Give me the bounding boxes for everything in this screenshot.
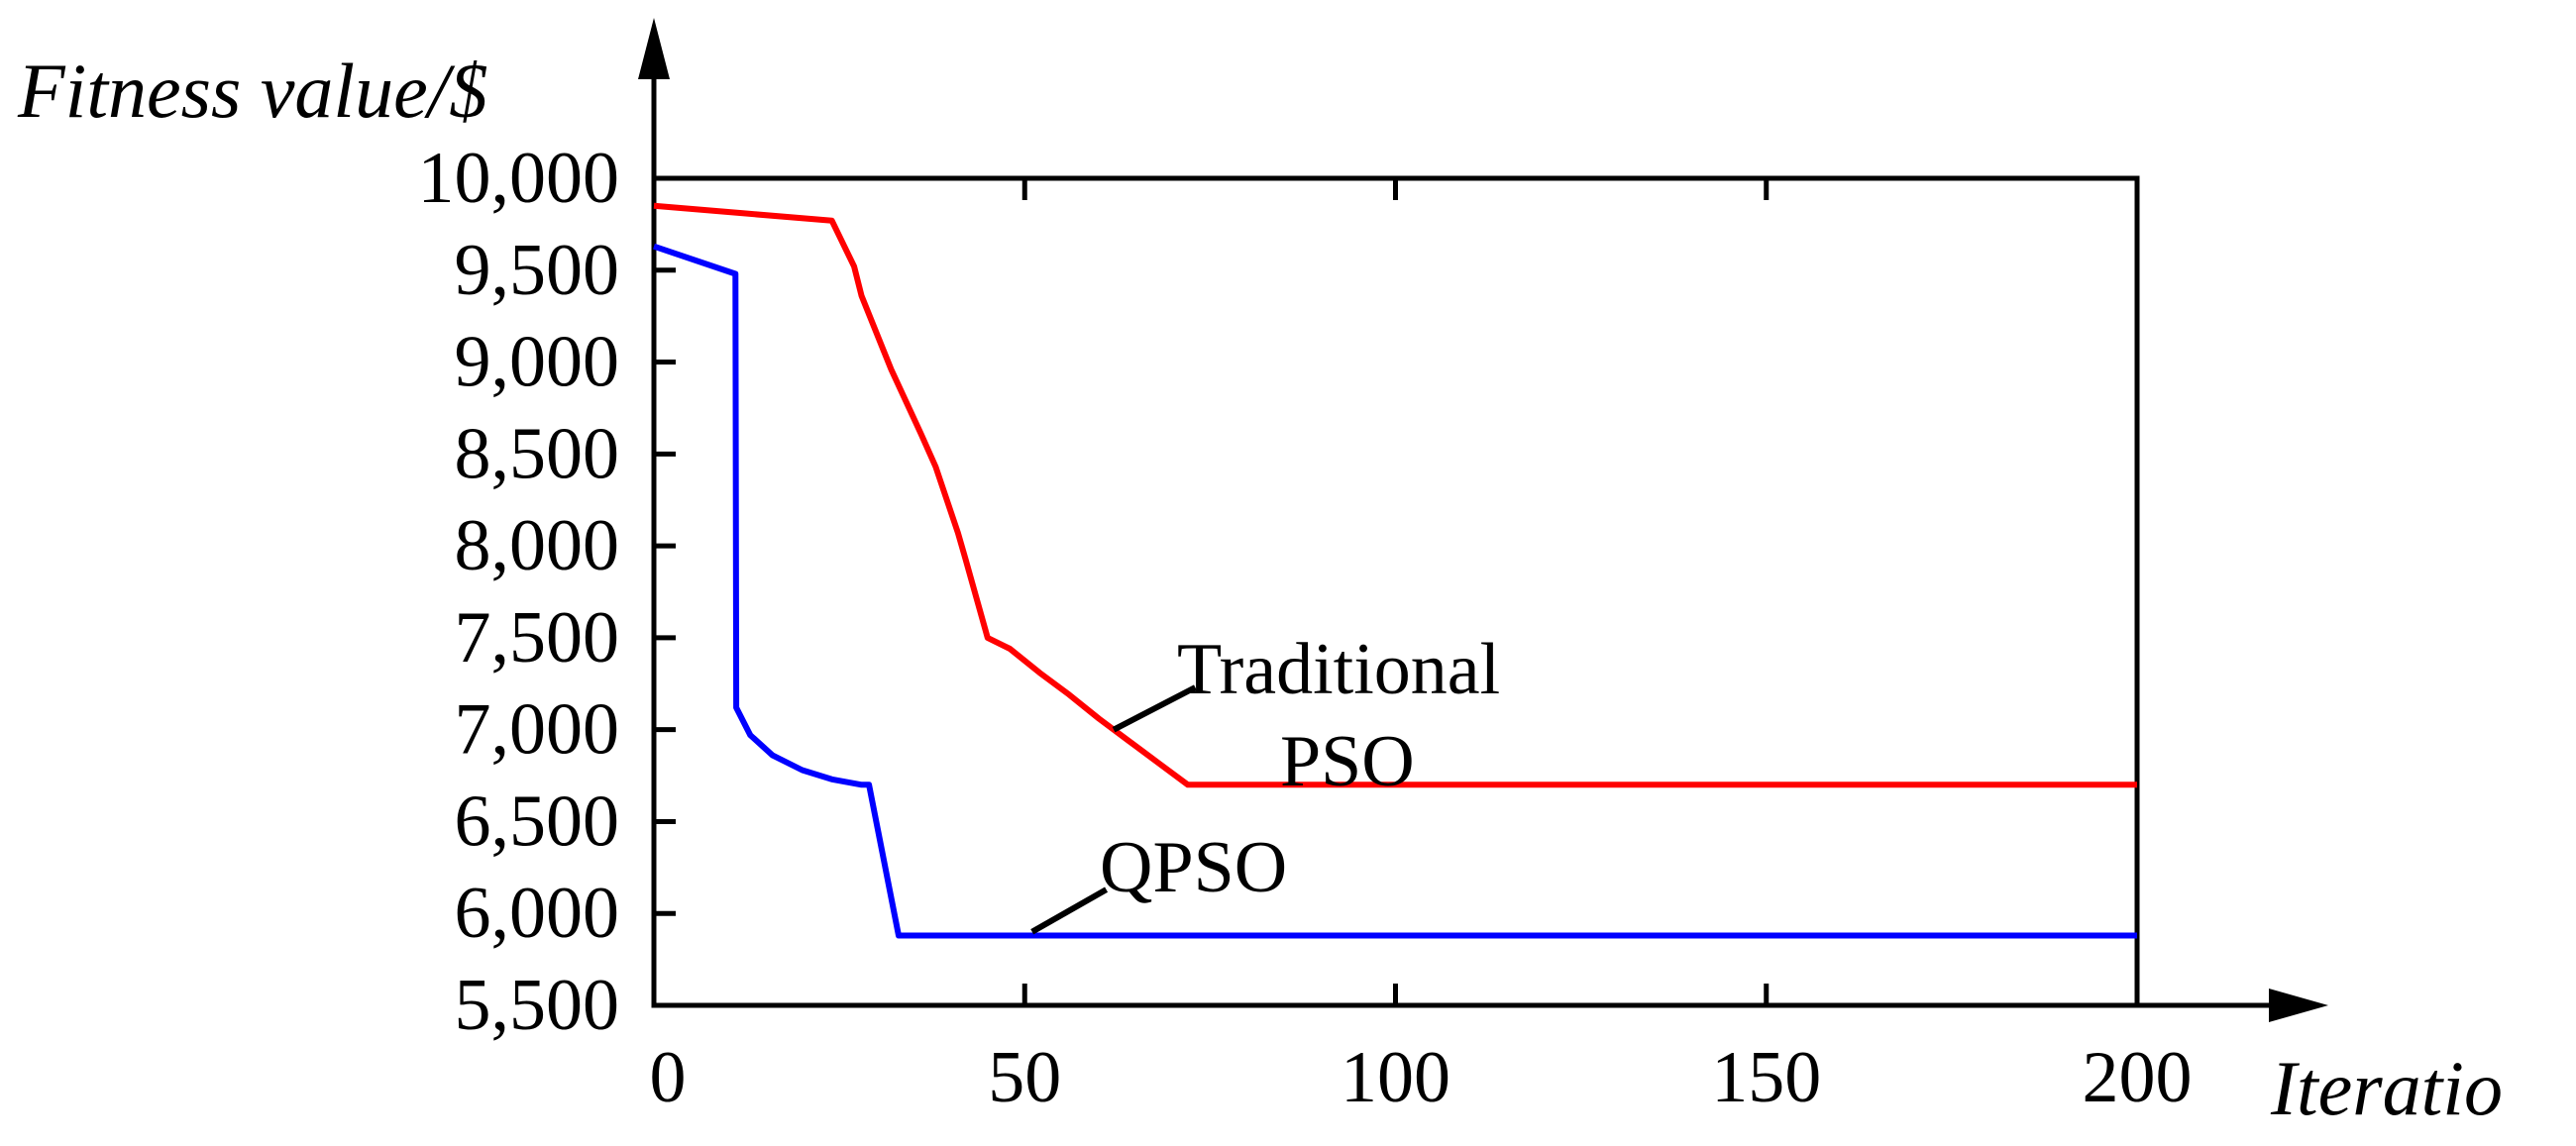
annotation-leader-group bbox=[1030, 684, 1197, 935]
y-tick-label: 7,500 bbox=[455, 597, 620, 678]
annotation-leader-0 bbox=[1112, 684, 1197, 733]
x-tick-label: 200 bbox=[2083, 1037, 2193, 1118]
tick-label-group: 5,500 6,000 6,500 7,000 7,500 8,000 8,500 9,000… bbox=[418, 138, 2193, 1118]
y-tick-label: 5,500 bbox=[455, 965, 620, 1046]
y-tick-label: 9,000 bbox=[455, 322, 620, 403]
series-line-qpso bbox=[653, 243, 2137, 939]
y-tick-label: 6,500 bbox=[455, 781, 620, 862]
plot-frame bbox=[651, 175, 2140, 1008]
series-line-traditional-pso bbox=[653, 202, 2137, 788]
x-tick-label: 0 bbox=[650, 1037, 687, 1118]
x-tick-label: 100 bbox=[1341, 1037, 1450, 1118]
y-axis-arrowhead bbox=[638, 18, 670, 79]
y-tick-label: 8,500 bbox=[455, 413, 620, 494]
annotation-traditional-line1: Traditional bbox=[1177, 629, 1500, 710]
annotation-traditional-line2: PSO bbox=[1280, 721, 1415, 802]
y-tick-label: 8,000 bbox=[455, 505, 620, 586]
annotation-qpso: QPSO bbox=[1100, 827, 1287, 908]
x-axis-title: Iteratio bbox=[2270, 1045, 2503, 1131]
y-axis-title: Fitness value/$ bbox=[17, 48, 487, 134]
y-tick-label: 6,000 bbox=[455, 873, 620, 954]
y-tick-label: 10,000 bbox=[418, 138, 620, 219]
x-tick-label: 150 bbox=[1711, 1037, 1821, 1118]
y-tick-label: 9,500 bbox=[455, 230, 620, 311]
tick-group bbox=[654, 178, 1770, 1005]
x-axis-arrowhead bbox=[2269, 989, 2328, 1022]
y-tick-label: 7,000 bbox=[455, 689, 620, 771]
series-group bbox=[653, 202, 2137, 939]
x-tick-label: 50 bbox=[988, 1037, 1061, 1118]
annotation-leader-1 bbox=[1030, 886, 1109, 935]
